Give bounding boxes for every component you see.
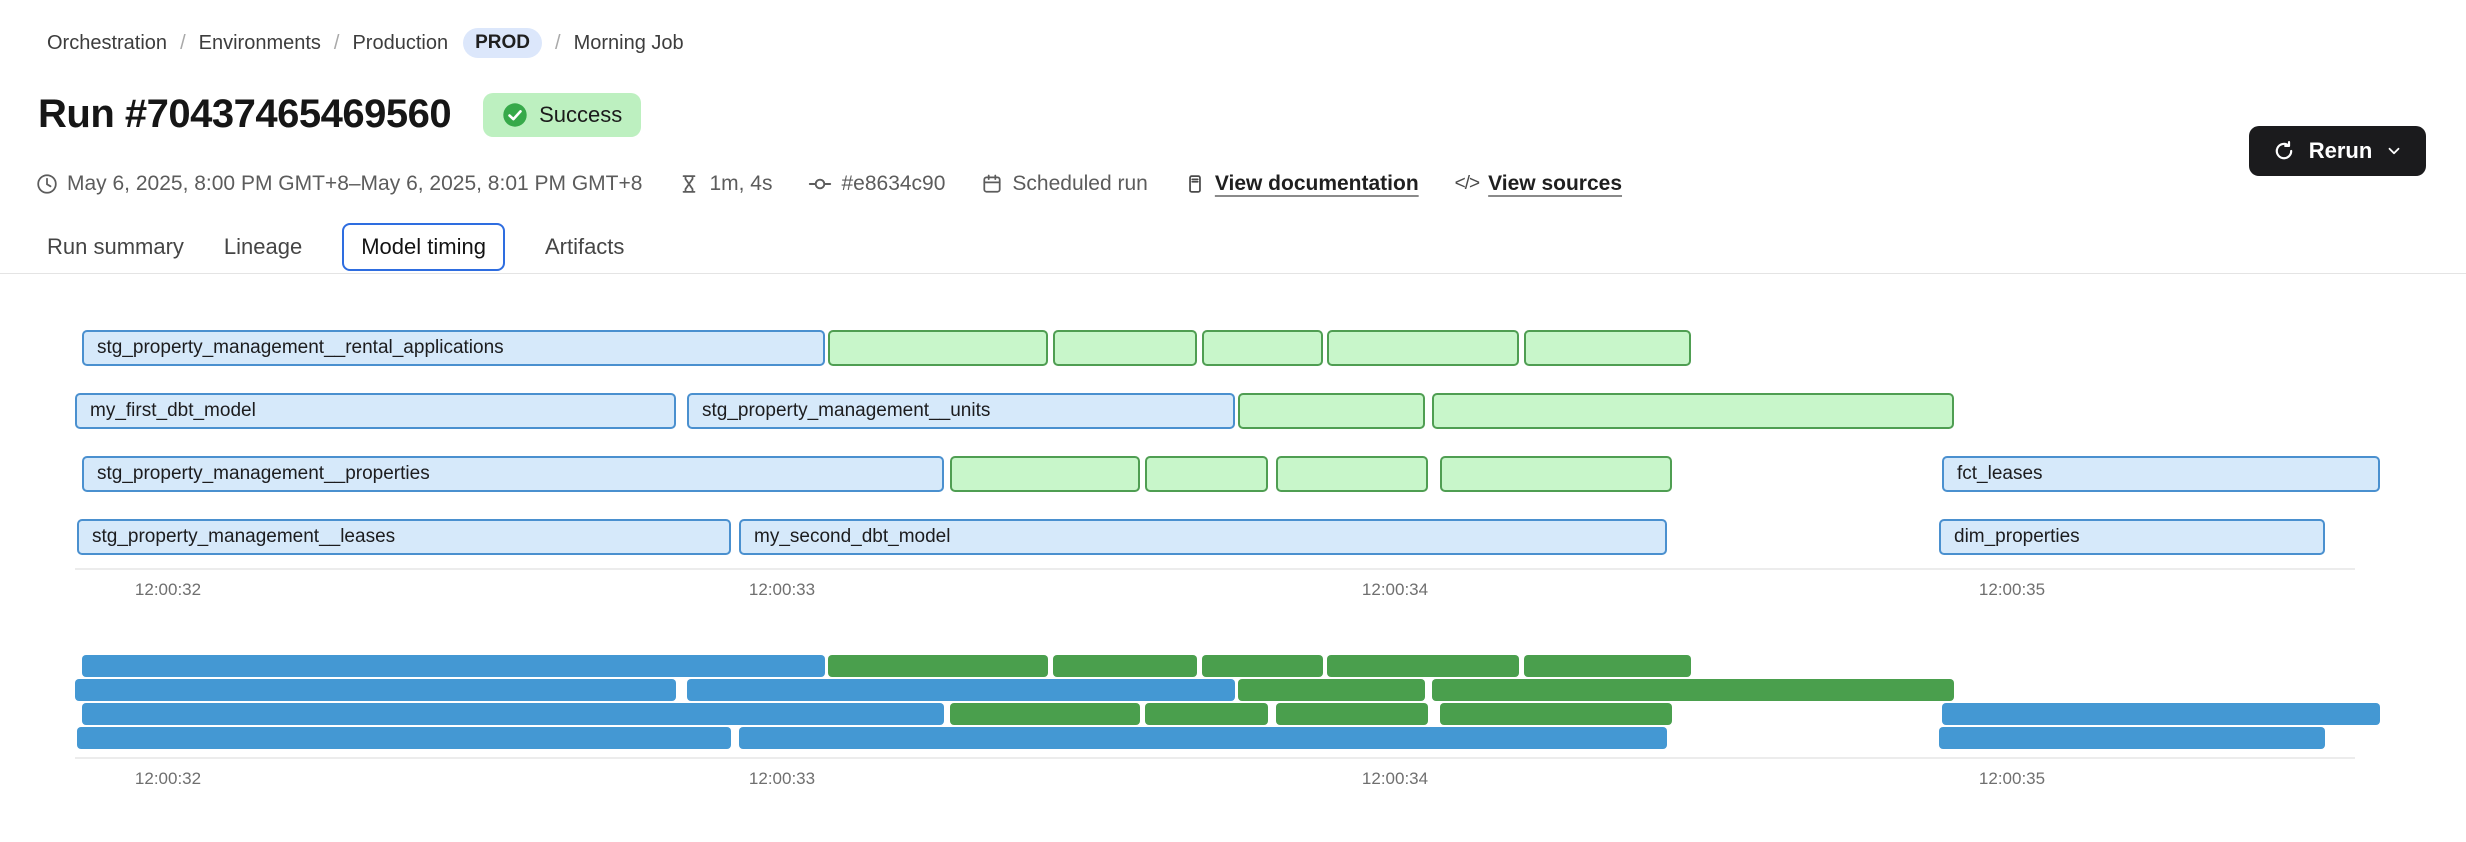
run-time-range-label: May 6, 2025, 8:00 PM GMT+8–May 6, 2025, … — [67, 172, 643, 195]
gantt-bar-green — [1053, 655, 1197, 677]
tab-model-timing[interactable]: Model timing — [342, 223, 505, 271]
gantt-bar-green[interactable] — [1145, 456, 1268, 492]
time-tick-12-00-34: 12:00:34 — [1361, 580, 1429, 599]
gantt-bar-fct-leases[interactable]: fct_leases — [1942, 456, 2380, 492]
breadcrumb-item-production[interactable]: Production — [352, 31, 449, 54]
gantt-bar-green[interactable] — [950, 456, 1140, 492]
status-badge-label: Success — [539, 101, 623, 127]
gantt-bar-dim-properties[interactable]: dim_properties — [1939, 519, 2325, 555]
gantt-bar-stg-property-management-units — [687, 679, 1235, 701]
breadcrumb-item-environments[interactable]: Environments — [198, 31, 321, 54]
time-tick-12-00-32: 12:00:32 — [134, 769, 202, 788]
run-trigger: Scheduled run — [981, 172, 1148, 196]
time-tick-12-00-33: 12:00:33 — [748, 769, 816, 788]
time-tick-12-00-35: 12:00:35 — [1978, 580, 2046, 599]
run-duration-label: 1m, 4s — [709, 172, 773, 195]
calendar-icon — [981, 173, 1003, 195]
run-commit-label: #e8634c90 — [841, 172, 946, 195]
time-tick-12-00-35: 12:00:35 — [1978, 769, 2046, 788]
gantt-bar-stg-property-management-properties[interactable]: stg_property_management__properties — [82, 456, 944, 492]
gantt-bar-dim-properties — [1939, 727, 2325, 749]
view-sources-link[interactable]: View sources — [1488, 172, 1623, 195]
hourglass-icon — [678, 173, 700, 195]
run-duration: 1m, 4s — [678, 172, 772, 196]
view-documentation-link-item: View documentation — [1184, 172, 1419, 196]
gantt-bar-stg-property-management-rental-applications[interactable]: stg_property_management__rental_applicat… — [82, 330, 825, 366]
gantt-bar-green[interactable] — [828, 330, 1048, 366]
gantt-bar-my-second-dbt-model — [739, 727, 1667, 749]
title-row: Run #70437465469560 Success — [38, 92, 642, 137]
run-time-range: May 6, 2025, 8:00 PM GMT+8–May 6, 2025, … — [36, 172, 642, 196]
gantt-bar-green — [1276, 703, 1428, 725]
gantt-bar-green[interactable] — [1432, 393, 1954, 429]
run-trigger-label: Scheduled run — [1012, 172, 1148, 195]
gantt-bar-my-second-dbt-model[interactable]: my_second_dbt_model — [739, 519, 1667, 555]
gantt-bar-green — [828, 655, 1048, 677]
gantt-bar-green[interactable] — [1524, 330, 1691, 366]
breadcrumb-separator: / — [180, 31, 186, 54]
gantt-bar-green — [1327, 655, 1519, 677]
breadcrumb-separator: / — [333, 31, 340, 54]
breadcrumb: Orchestration / Environments / Production PRO… — [47, 28, 684, 58]
gantt-bar-green — [1238, 679, 1425, 701]
env-badge: PROD — [463, 28, 542, 58]
code-icon: </> — [1454, 173, 1481, 194]
gantt-bar-green[interactable] — [1202, 330, 1323, 366]
gantt-bar-green[interactable] — [1276, 456, 1428, 492]
time-tick-12-00-32: 12:00:32 — [134, 580, 202, 599]
gantt-bar-my-first-dbt-model[interactable]: my_first_dbt_model — [75, 393, 676, 429]
tab-lineage[interactable]: Lineage — [223, 234, 303, 259]
tab-bar: Run summary Lineage Model timing Artifacts — [47, 222, 624, 272]
gantt-bar-green — [1432, 679, 1954, 701]
gantt-bar-green — [1145, 703, 1268, 725]
gantt-bar-green — [950, 703, 1140, 725]
time-axis-line — [75, 568, 2355, 570]
gantt-bar-stg-property-management-rental-applications — [82, 655, 825, 677]
gantt-bar-green[interactable] — [1238, 393, 1425, 429]
rerun-button[interactable]: Rerun — [2249, 126, 2426, 176]
gantt-bar-fct-leases — [1942, 703, 2380, 725]
model-timing-minimap[interactable]: 12:00:32 12:00:33 12:00:34 12:00:35 — [0, 655, 2466, 795]
breadcrumb-separator: / — [555, 31, 561, 54]
view-sources-link-item: </> View sources — [1455, 172, 1622, 196]
status-badge: Success — [483, 92, 642, 137]
commit-icon — [808, 172, 832, 196]
run-commit: #e8634c90 — [808, 172, 945, 196]
gantt-bar-stg-property-management-leases — [77, 727, 731, 749]
gantt-bar-green[interactable] — [1327, 330, 1519, 366]
gantt-bar-green[interactable] — [1440, 456, 1672, 492]
gantt-bar-green — [1202, 655, 1323, 677]
time-tick-12-00-33: 12:00:33 — [748, 580, 816, 599]
time-tick-12-00-34: 12:00:34 — [1361, 769, 1429, 788]
breadcrumb-item-orchestration[interactable]: Orchestration — [47, 31, 168, 54]
view-documentation-link[interactable]: View documentation — [1214, 172, 1419, 195]
model-timing-gantt: stg_property_management__rental_applicat… — [0, 330, 2466, 620]
check-circle-icon — [502, 102, 528, 128]
run-meta-row: May 6, 2025, 8:00 PM GMT+8–May 6, 2025, … — [36, 172, 1622, 196]
rerun-button-label: Rerun — [2308, 138, 2373, 163]
document-icon — [1184, 173, 1206, 195]
gantt-bar-stg-property-management-leases[interactable]: stg_property_management__leases — [77, 519, 731, 555]
gantt-bar-green — [1524, 655, 1691, 677]
gantt-bar-my-first-dbt-model — [75, 679, 676, 701]
tabs-divider — [0, 273, 2466, 274]
gantt-bar-stg-property-management-properties — [82, 703, 944, 725]
gantt-bar-green[interactable] — [1053, 330, 1197, 366]
page-title: Run #70437465469560 — [38, 92, 452, 136]
breadcrumb-item-morning-job[interactable]: Morning Job — [573, 31, 684, 54]
gantt-bar-green — [1440, 703, 1672, 725]
clock-icon — [36, 173, 58, 195]
gantt-bar-stg-property-management-units[interactable]: stg_property_management__units — [687, 393, 1235, 429]
tab-run-summary[interactable]: Run summary — [47, 234, 184, 259]
tab-artifacts[interactable]: Artifacts — [544, 234, 625, 259]
refresh-icon — [2272, 139, 2296, 163]
chevron-down-icon[interactable] — [2385, 142, 2403, 160]
time-axis-line — [75, 757, 2355, 759]
